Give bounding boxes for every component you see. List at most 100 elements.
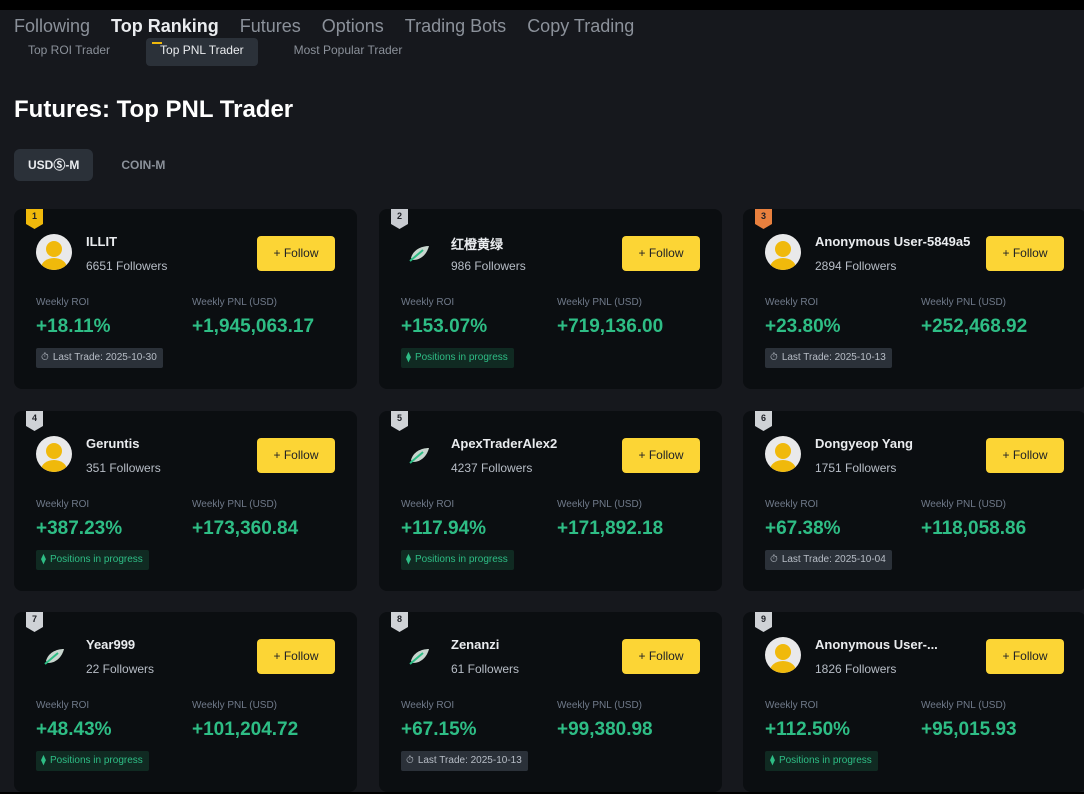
positions-icon: ⧫ (406, 554, 411, 565)
weekly-roi-value: +153.07% (401, 316, 488, 337)
tab-top-ranking[interactable]: Top Ranking (111, 16, 219, 36)
weekly-roi-label: Weekly ROI (765, 297, 819, 308)
weekly-roi-label: Weekly ROI (765, 700, 819, 711)
trader-name[interactable]: Year999 (86, 637, 136, 652)
follow-button[interactable]: + Follow (622, 236, 700, 271)
trader-name[interactable]: Dongyeop Yang (815, 436, 913, 451)
weekly-pnl-value: +118,058.86 (921, 518, 1027, 539)
rank-badge: 2 (391, 209, 408, 229)
leaf-avatar-icon (409, 448, 429, 464)
rank-badge: 6 (755, 411, 772, 431)
trader-card-9[interactable]: 9 Anonymous User-... 1826 Followers + Fo… (743, 612, 1084, 792)
weekly-pnl-label: Weekly PNL (USD) (192, 499, 278, 510)
tab-coin-m[interactable]: COIN-M (121, 158, 166, 172)
follower-count: 2894 Followers (815, 259, 897, 273)
rank-badge: 7 (26, 612, 43, 632)
trader-card-1[interactable]: 1 ILLIT 6651 Followers + Follow Weekly R… (14, 209, 357, 389)
avatar[interactable] (36, 436, 72, 472)
weekly-roi-value: +112.50% (765, 719, 851, 740)
status-tag: ⏱ Last Trade: 2025-10-13 (401, 751, 528, 771)
status-tag: ⧫ Positions in progress (401, 550, 514, 570)
weekly-pnl-label: Weekly PNL (USD) (192, 700, 278, 711)
stopwatch-icon: ⏱ (41, 352, 49, 363)
weekly-pnl-value: +252,468.92 (921, 316, 1028, 337)
leaf-avatar-icon (409, 246, 429, 262)
avatar[interactable] (765, 234, 801, 270)
follow-button[interactable]: + Follow (257, 236, 335, 271)
weekly-roi-label: Weekly ROI (36, 700, 90, 711)
weekly-roi-label: Weekly ROI (401, 297, 455, 308)
follow-button[interactable]: + Follow (986, 639, 1064, 674)
weekly-roi-label: Weekly ROI (36, 297, 90, 308)
follow-button[interactable]: + Follow (986, 236, 1064, 271)
trader-card-3[interactable]: 3 Anonymous User-5849a5 2894 Followers +… (743, 209, 1084, 389)
weekly-roi-value: +67.38% (765, 518, 841, 539)
page-title: Futures: Top PNL Trader (14, 96, 294, 123)
weekly-roi-value: +48.43% (36, 719, 112, 740)
weekly-pnl-value: +171,892.18 (557, 518, 664, 539)
status-text: Positions in progress (49, 554, 143, 565)
rank-badge: 9 (755, 612, 772, 632)
follower-count: 61 Followers (451, 662, 520, 676)
stopwatch-icon: ⏱ (770, 352, 778, 363)
rank-number: 3 (760, 211, 766, 221)
avatar[interactable] (36, 234, 72, 270)
tab-following[interactable]: Following (14, 16, 91, 36)
weekly-pnl-label: Weekly PNL (USD) (921, 297, 1007, 308)
follow-button[interactable]: + Follow (257, 639, 335, 674)
subtab-most-popular-trader[interactable]: Most Popular Trader (293, 43, 403, 57)
avatar[interactable] (765, 637, 801, 673)
rank-number: 1 (31, 211, 37, 221)
trader-name[interactable]: Geruntis (86, 436, 140, 451)
weekly-pnl-label: Weekly PNL (USD) (192, 297, 278, 308)
rank-badge: 8 (391, 612, 408, 632)
stopwatch-icon: ⏱ (770, 554, 778, 565)
tab-copy-trading[interactable]: Copy Trading (527, 16, 635, 36)
status-tag: ⏱ Last Trade: 2025-10-04 (765, 550, 892, 570)
weekly-pnl-value: +173,360.84 (192, 518, 299, 539)
status-text: Positions in progress (414, 554, 508, 565)
weekly-pnl-value: +95,015.93 (921, 719, 1017, 740)
status-text: Last Trade: 2025-10-13 (781, 352, 886, 363)
trader-name[interactable]: ILLIT (86, 234, 118, 249)
follow-button[interactable]: + Follow (986, 438, 1064, 473)
weekly-roi-value: +387.23% (36, 518, 123, 539)
weekly-roi-value: +117.94% (401, 518, 487, 539)
follower-count: 986 Followers (451, 259, 526, 273)
status-tag: ⏱ Last Trade: 2025-10-13 (765, 348, 892, 368)
trader-name[interactable]: Anonymous User-5849a5 (815, 234, 971, 249)
trader-card-4[interactable]: 4 Geruntis 351 Followers + Follow Weekly… (14, 411, 357, 591)
trader-card-2[interactable]: 2 红橙黄绿 986 Followers + Follow Weekly ROI… (379, 209, 722, 389)
weekly-pnl-label: Weekly PNL (USD) (557, 297, 643, 308)
follower-count: 4237 Followers (451, 461, 533, 475)
follow-button[interactable]: + Follow (622, 639, 700, 674)
follow-button[interactable]: + Follow (257, 438, 335, 473)
trader-name[interactable]: 红橙黄绿 (451, 237, 504, 252)
trader-name[interactable]: Zenanzi (451, 637, 500, 652)
trader-name[interactable]: ApexTraderAlex2 (451, 436, 558, 451)
tab-trading-bots[interactable]: Trading Bots (404, 16, 507, 36)
trader-card-7[interactable]: 7 Year999 22 Followers + Follow Weekly R… (14, 612, 357, 792)
status-text: Positions in progress (778, 755, 872, 766)
follow-button[interactable]: + Follow (622, 438, 700, 473)
subtab-top-pnl-trader[interactable]: Top PNL Trader (146, 38, 258, 66)
positions-icon: ⧫ (770, 755, 775, 766)
weekly-roi-value: +67.15% (401, 719, 477, 740)
tab-options[interactable]: Options (321, 16, 384, 36)
trader-card-6[interactable]: 6 Dongyeop Yang 1751 Followers + Follow … (743, 411, 1084, 591)
avatar[interactable] (765, 436, 801, 472)
status-tag: ⧫ Positions in progress (36, 751, 149, 771)
trader-name[interactable]: Anonymous User-... (815, 637, 938, 652)
tab-usds-m[interactable]: USDⓈ-M (14, 149, 94, 181)
rank-number: 9 (760, 614, 766, 624)
rank-number: 7 (31, 614, 37, 624)
weekly-pnl-value: +99,380.98 (557, 719, 653, 740)
top-nav: Following Top Ranking Futures Options Tr… (14, 16, 634, 36)
rank-number: 6 (760, 413, 766, 423)
trader-card-8[interactable]: 8 Zenanzi 61 Followers + Follow Weekly R… (379, 612, 722, 792)
trader-card-5[interactable]: 5 ApexTraderAlex2 4237 Followers + Follo… (379, 411, 722, 591)
subtab-top-roi-trader[interactable]: Top ROI Trader (28, 43, 111, 57)
weekly-roi-value: +18.11% (36, 316, 111, 337)
tab-futures[interactable]: Futures (239, 16, 301, 36)
rank-number: 4 (31, 413, 37, 423)
